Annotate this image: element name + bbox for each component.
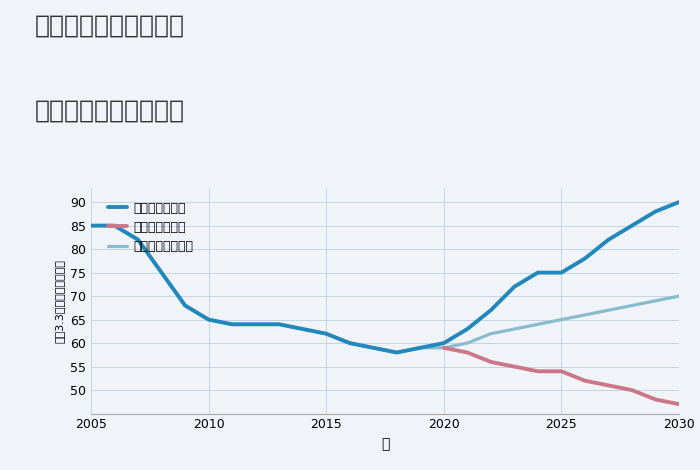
ノーマルシナリオ bbox=[604, 307, 612, 313]
バッドシナリオ bbox=[533, 368, 542, 374]
グッドシナリオ bbox=[158, 270, 166, 275]
グッドシナリオ bbox=[134, 237, 142, 243]
ノーマルシナリオ bbox=[557, 317, 566, 322]
ノーマルシナリオ bbox=[346, 340, 354, 346]
ノーマルシナリオ bbox=[440, 345, 448, 351]
ノーマルシナリオ bbox=[228, 321, 237, 327]
グッドシナリオ bbox=[651, 209, 659, 214]
グッドシナリオ bbox=[111, 223, 119, 228]
X-axis label: 年: 年 bbox=[381, 437, 389, 451]
グッドシナリオ bbox=[533, 270, 542, 275]
グッドシナリオ bbox=[393, 350, 401, 355]
ノーマルシナリオ bbox=[675, 293, 683, 299]
Y-axis label: 坪（3.3㎡）単価（万円）: 坪（3.3㎡）単価（万円） bbox=[55, 259, 64, 343]
バッドシナリオ bbox=[440, 345, 448, 351]
グッドシナリオ bbox=[322, 331, 330, 337]
グッドシナリオ bbox=[416, 345, 424, 351]
グッドシナリオ bbox=[675, 199, 683, 205]
Text: 中古戸建ての価格推移: 中古戸建ての価格推移 bbox=[35, 99, 185, 123]
グッドシナリオ bbox=[275, 321, 284, 327]
ノーマルシナリオ bbox=[87, 223, 95, 228]
バッドシナリオ bbox=[557, 368, 566, 374]
グッドシナリオ bbox=[486, 307, 495, 313]
グッドシナリオ bbox=[628, 223, 636, 228]
バッドシナリオ bbox=[675, 401, 683, 407]
グッドシナリオ bbox=[510, 284, 519, 290]
Text: 三重県津市あのつ台の: 三重県津市あのつ台の bbox=[35, 14, 185, 38]
グッドシナリオ bbox=[463, 326, 472, 332]
ノーマルシナリオ bbox=[298, 326, 307, 332]
グッドシナリオ bbox=[581, 256, 589, 261]
バッドシナリオ bbox=[628, 387, 636, 393]
バッドシナリオ bbox=[604, 383, 612, 388]
バッドシナリオ bbox=[581, 378, 589, 384]
ノーマルシナリオ bbox=[581, 312, 589, 318]
ノーマルシナリオ bbox=[369, 345, 377, 351]
ノーマルシナリオ bbox=[251, 321, 260, 327]
バッドシナリオ bbox=[486, 359, 495, 365]
ノーマルシナリオ bbox=[416, 345, 424, 351]
ノーマルシナリオ bbox=[463, 340, 472, 346]
グッドシナリオ bbox=[369, 345, 377, 351]
グッドシナリオ bbox=[346, 340, 354, 346]
ノーマルシナリオ bbox=[651, 298, 659, 304]
Line: グッドシナリオ: グッドシナリオ bbox=[91, 202, 679, 352]
ノーマルシナリオ bbox=[158, 270, 166, 275]
グッドシナリオ bbox=[181, 303, 189, 308]
バッドシナリオ bbox=[510, 364, 519, 369]
グッドシナリオ bbox=[298, 326, 307, 332]
ノーマルシナリオ bbox=[181, 303, 189, 308]
グッドシナリオ bbox=[204, 317, 213, 322]
グッドシナリオ bbox=[557, 270, 566, 275]
バッドシナリオ bbox=[463, 350, 472, 355]
Line: ノーマルシナリオ: ノーマルシナリオ bbox=[91, 226, 679, 352]
Line: バッドシナリオ: バッドシナリオ bbox=[444, 348, 679, 404]
Legend: グッドシナリオ, バッドシナリオ, ノーマルシナリオ: グッドシナリオ, バッドシナリオ, ノーマルシナリオ bbox=[103, 196, 198, 258]
バッドシナリオ bbox=[651, 397, 659, 402]
ノーマルシナリオ bbox=[275, 321, 284, 327]
ノーマルシナリオ bbox=[134, 237, 142, 243]
ノーマルシナリオ bbox=[111, 223, 119, 228]
グッドシナリオ bbox=[87, 223, 95, 228]
グッドシナリオ bbox=[440, 340, 448, 346]
ノーマルシナリオ bbox=[204, 317, 213, 322]
グッドシナリオ bbox=[228, 321, 237, 327]
ノーマルシナリオ bbox=[486, 331, 495, 337]
ノーマルシナリオ bbox=[393, 350, 401, 355]
ノーマルシナリオ bbox=[510, 326, 519, 332]
グッドシナリオ bbox=[604, 237, 612, 243]
ノーマルシナリオ bbox=[322, 331, 330, 337]
ノーマルシナリオ bbox=[533, 321, 542, 327]
ノーマルシナリオ bbox=[628, 303, 636, 308]
グッドシナリオ bbox=[251, 321, 260, 327]
